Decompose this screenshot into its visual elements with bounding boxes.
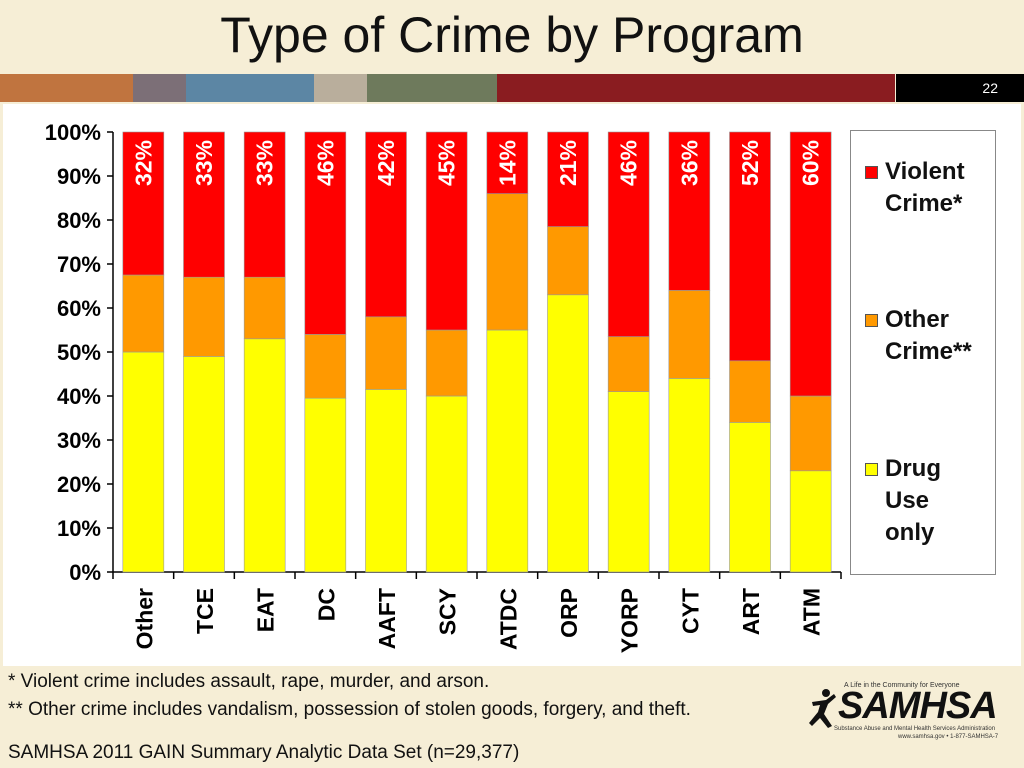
x-tick-label: Other: [131, 588, 157, 649]
footnote-other: ** Other crime includes vandalism, posse…: [8, 699, 691, 720]
bar-segment: [486, 131, 529, 194]
bar-segment: [425, 329, 468, 397]
bar-segment: [183, 356, 225, 573]
bar-segment: [243, 338, 286, 573]
stripe-segment: [133, 74, 186, 102]
bar-segment: [304, 397, 347, 573]
x-tick-label: YORP: [617, 588, 643, 653]
samhsa-logo: A Life in the Community for Everyone SAM…: [808, 682, 998, 742]
bar-segment: [183, 131, 225, 278]
legend-label-drug: Drug Use only: [885, 455, 941, 546]
source-note: SAMHSA 2011 GAIN Summary Analytic Data S…: [8, 742, 520, 763]
y-tick-label: 40%: [57, 384, 101, 409]
x-tick-label: TCE: [192, 588, 218, 634]
y-tick-label: 100%: [45, 120, 101, 145]
bar-segment: [243, 276, 286, 340]
footnote-violent: * Violent crime includes assault, rape, …: [8, 671, 490, 692]
stripe-segment: [497, 74, 895, 102]
data-label: 60%: [798, 140, 824, 186]
bar-segment: [425, 131, 468, 331]
bar-segment: [789, 470, 832, 573]
bar-segment: [607, 336, 650, 392]
bar-segment: [729, 422, 771, 573]
bar-segment: [486, 329, 529, 573]
bar-segment: [789, 395, 832, 472]
data-label: 46%: [312, 140, 338, 186]
y-tick-label: 80%: [57, 208, 101, 233]
bar-segment: [122, 351, 165, 573]
legend-label-violent: Violent Crime*: [885, 158, 965, 217]
y-tick-label: 10%: [57, 516, 101, 541]
data-label: 14%: [494, 140, 520, 186]
chart-legend: Violent Crime* Other Crime** Drug Use on…: [850, 130, 996, 575]
data-label: 46%: [616, 140, 642, 186]
bar-segment: [547, 226, 589, 296]
stripe-segment: [186, 74, 314, 102]
y-tick-label: 50%: [57, 340, 101, 365]
bar-segment: [365, 316, 407, 390]
person-figure-icon: [809, 689, 836, 728]
data-label: 21%: [555, 140, 581, 186]
data-label: 45%: [434, 140, 460, 186]
y-tick-label: 30%: [57, 428, 101, 453]
legend-swatch-violent: [865, 166, 878, 179]
legend-swatch-other: [865, 314, 878, 327]
data-label: 32%: [130, 140, 156, 186]
bar-segment: [729, 131, 771, 362]
bar-segment: [425, 395, 468, 573]
stacked-bar-chart: 0% 10% 20% 30% 40% 50% 60% 70% 80% 90% 100% 32% Othe…: [45, 120, 842, 653]
legend-swatch-drug: [865, 463, 878, 476]
x-tick-label: ART: [738, 588, 764, 635]
bar-segment: [668, 378, 711, 573]
x-tick-label: EAT: [253, 588, 279, 632]
bar-segment: [304, 334, 347, 399]
bar-segment: [243, 131, 286, 278]
logo-tagline: A Life in the Community for Everyone: [844, 682, 960, 689]
logo-subtitle: Substance Abuse and Mental Health Servic…: [834, 726, 996, 732]
bar-segment: [365, 389, 407, 573]
legend-label-other: Other Crime**: [885, 306, 972, 365]
x-tick-label: CYT: [677, 588, 703, 634]
bar-segment: [304, 131, 347, 335]
decorative-color-stripe: [0, 74, 1024, 102]
bar-segment: [729, 360, 771, 423]
bar-segment: [183, 276, 225, 357]
slide-number: 22: [896, 74, 1024, 102]
bar-segment: [668, 131, 711, 291]
bar-segment: [607, 131, 650, 337]
bar-segment: [122, 274, 165, 353]
x-tick-label: ORP: [556, 588, 582, 638]
stripe-segment: [314, 74, 367, 102]
y-tick-label: 60%: [57, 296, 101, 321]
data-label: 52%: [737, 140, 763, 186]
bar-segment: [365, 131, 407, 318]
bar-segment: [789, 131, 832, 397]
y-tick-label: 70%: [57, 252, 101, 277]
bar-segment: [547, 131, 589, 227]
logo-wordmark: SAMHSA: [838, 685, 998, 727]
y-tick-label: 90%: [57, 164, 101, 189]
logo-contact: www.samhsa.gov • 1-877-SAMHSA-7: [898, 734, 999, 740]
y-tick-label: 0%: [69, 560, 101, 585]
data-label: 33%: [252, 140, 278, 186]
data-label: 42%: [373, 140, 399, 186]
bar-segment: [607, 391, 650, 573]
bar-segment: [547, 294, 589, 573]
x-tick-label: AAFT: [374, 588, 400, 649]
x-tick-label: ATDC: [495, 588, 521, 650]
x-tick-label: DC: [313, 588, 339, 621]
x-tick-label: SCY: [435, 588, 461, 635]
slide-title: Type of Crime by Program: [220, 7, 804, 63]
bar-segment: [486, 193, 529, 331]
x-tick-label: ATM: [799, 588, 825, 636]
data-label: 36%: [676, 140, 702, 186]
data-label: 33%: [191, 140, 217, 186]
stripe-segment: [0, 74, 133, 102]
stripe-segment: [367, 74, 497, 102]
bar-segment: [668, 290, 711, 379]
bar-segment: [122, 131, 165, 276]
y-tick-label: 20%: [57, 472, 101, 497]
